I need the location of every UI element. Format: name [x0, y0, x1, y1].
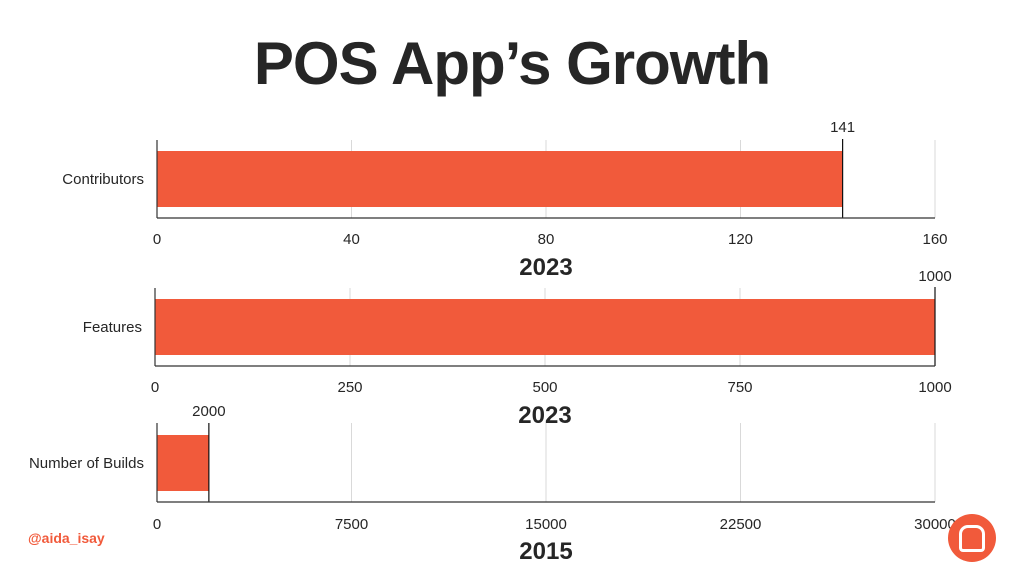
chart-3-x-label: 2015	[519, 538, 572, 565]
chart-1-tick-label-0: 0	[153, 231, 161, 248]
chart-2-tick-label-4: 1000	[918, 379, 951, 396]
chart-2-tick-label-3: 750	[727, 379, 752, 396]
author-handle: @aida_isay	[28, 530, 105, 546]
chart-2-x-label: 2023	[518, 402, 571, 429]
chart-1-tick-label-4: 160	[922, 231, 947, 248]
chart-2-data-label-0: 1000	[918, 268, 951, 285]
chart-1-data-label-0: 141	[830, 119, 855, 136]
chart-1-bar-0	[157, 151, 843, 207]
chat-bubble-icon	[948, 514, 996, 562]
chart-2-tick-label-2: 500	[532, 379, 557, 396]
chart-1-x-label: 2023	[519, 254, 572, 281]
chart-2-tick-label-0: 0	[151, 379, 159, 396]
chart-1-category-label-0: Contributors	[62, 171, 144, 188]
chart-3-tick-label-4: 30000	[914, 516, 956, 533]
chart-2-tick-label-1: 250	[337, 379, 362, 396]
chart-3-category-label-0: Number of Builds	[29, 455, 144, 472]
chart-3-tick-label-2: 15000	[525, 516, 567, 533]
chart-3-tick-label-0: 0	[153, 516, 161, 533]
chart-1-tick-label-3: 120	[728, 231, 753, 248]
chart-3-bar-0	[157, 435, 209, 491]
chart-1-tick-label-1: 40	[343, 231, 360, 248]
chart-2-bar-0	[155, 299, 935, 355]
chart-3-tick-label-1: 7500	[335, 516, 368, 533]
chart-2-category-label-0: Features	[83, 319, 142, 336]
page-title: POS App’s Growth	[253, 30, 771, 97]
chat-bubble-icon-inner	[959, 525, 985, 552]
chart-1-tick-label-2: 80	[538, 231, 555, 248]
chart-3-tick-label-3: 22500	[720, 516, 762, 533]
chart-3-data-label-0: 2000	[192, 403, 225, 420]
